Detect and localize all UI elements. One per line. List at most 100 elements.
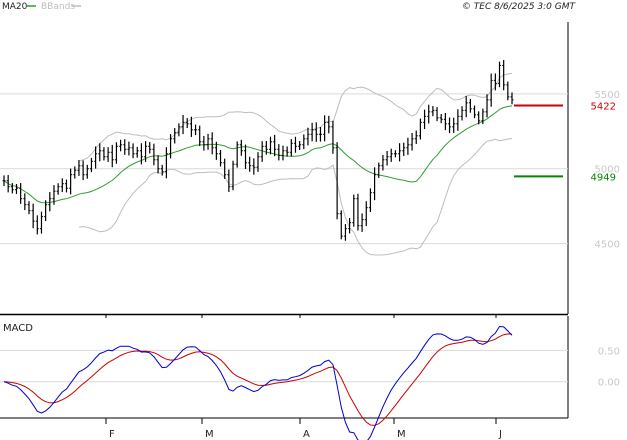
price-bar — [323, 115, 327, 142]
price-bar — [127, 141, 131, 156]
price-bar — [443, 113, 447, 131]
price-bar — [164, 147, 168, 179]
price-bar — [464, 95, 468, 118]
price-bar — [448, 117, 452, 134]
price-bar — [377, 162, 381, 178]
price-bar — [235, 141, 239, 168]
price-bar — [89, 157, 93, 173]
copyright-text: © TEC 8/6/2025 3:0 GMT — [462, 2, 577, 12]
price-bar — [502, 60, 506, 91]
price-bar — [318, 126, 322, 142]
price-bar — [2, 175, 6, 187]
price-bar — [223, 158, 227, 179]
price-bar — [252, 158, 256, 175]
price-bar — [481, 108, 485, 125]
price-bar — [48, 192, 52, 212]
price-bar — [348, 217, 352, 234]
price-bar — [406, 137, 410, 155]
price-bar — [169, 134, 173, 159]
macd-panel-label: MACD — [3, 323, 33, 334]
price-bar — [452, 117, 456, 133]
price-bar — [410, 133, 414, 151]
price-bar — [310, 122, 314, 142]
price-bar — [352, 194, 356, 227]
price-bar — [73, 166, 77, 179]
price-bar — [69, 168, 73, 195]
price-bar — [198, 125, 202, 146]
price-bar — [139, 143, 143, 165]
price-bar — [302, 134, 306, 150]
price-bar — [268, 136, 272, 155]
price-bar — [306, 127, 310, 146]
price-bar — [119, 139, 123, 152]
price-bar — [189, 116, 193, 137]
price-bar — [60, 178, 64, 193]
price-bar — [343, 224, 347, 241]
price-bar — [273, 134, 277, 157]
price-bar — [506, 81, 510, 101]
price-bar — [44, 200, 48, 222]
price-bar — [331, 120, 335, 154]
price-bar — [214, 141, 218, 160]
price-bar — [356, 193, 360, 231]
axes: 5500 5000 4500 F M A M J — [105, 90, 620, 440]
x-tick-label: J — [498, 429, 502, 440]
price-bar — [173, 128, 177, 144]
price-bar — [110, 144, 114, 168]
macd-signal-line — [3, 333, 513, 426]
legend: MA20 BBands — [2, 2, 81, 12]
price-bar — [427, 104, 431, 124]
price-bar — [418, 118, 422, 140]
price-bar — [156, 155, 160, 174]
price-bar — [456, 109, 460, 131]
legend-ma20-label: MA20 — [2, 2, 28, 12]
price-bar — [381, 155, 385, 171]
price-bar — [52, 185, 56, 205]
price-bar — [335, 142, 339, 220]
price-bar — [435, 107, 439, 122]
legend-bbands-label: BBands — [41, 2, 75, 12]
price-bar — [281, 145, 285, 161]
price-bar — [277, 144, 281, 161]
price-panel — [0, 22, 568, 314]
price-bar — [123, 139, 127, 155]
price-bar — [489, 73, 493, 107]
price-bar — [19, 183, 23, 204]
price-bar — [14, 183, 18, 194]
price-bar — [206, 133, 210, 150]
price-bar — [393, 150, 397, 158]
bbands-upper-line — [78, 72, 513, 162]
price-bar — [398, 143, 402, 162]
support-label: 4949 — [591, 172, 616, 183]
price-bar — [239, 139, 243, 156]
price-bar — [148, 142, 152, 154]
price-bar — [256, 152, 260, 172]
macd-lines: 0.50 0.00 — [0, 325, 620, 440]
price-bar — [293, 136, 297, 153]
price-bar — [131, 143, 135, 159]
price-bar — [106, 147, 110, 162]
price-bar — [248, 156, 252, 172]
x-tick-label: M — [397, 429, 406, 440]
price-bar — [285, 146, 289, 157]
price-bar — [114, 142, 118, 164]
resistance-label: 5422 — [591, 102, 616, 113]
price-bar — [77, 160, 81, 176]
price-bar — [298, 141, 302, 151]
price-bar — [194, 124, 198, 136]
price-bar — [98, 143, 102, 162]
ma20-line — [3, 105, 513, 204]
price-bar — [27, 201, 31, 215]
price-bar — [56, 183, 60, 195]
price-bar — [468, 98, 472, 113]
price-bar — [6, 175, 10, 193]
price-bar — [210, 132, 214, 155]
price-bar — [473, 105, 477, 119]
price-bar — [389, 148, 393, 162]
price-bar — [135, 146, 139, 158]
price-bar — [439, 113, 443, 124]
price-bar — [314, 122, 318, 142]
price-bar — [39, 211, 43, 234]
price-tick-label: 4500 — [595, 240, 620, 251]
x-tick-label: A — [303, 429, 310, 440]
